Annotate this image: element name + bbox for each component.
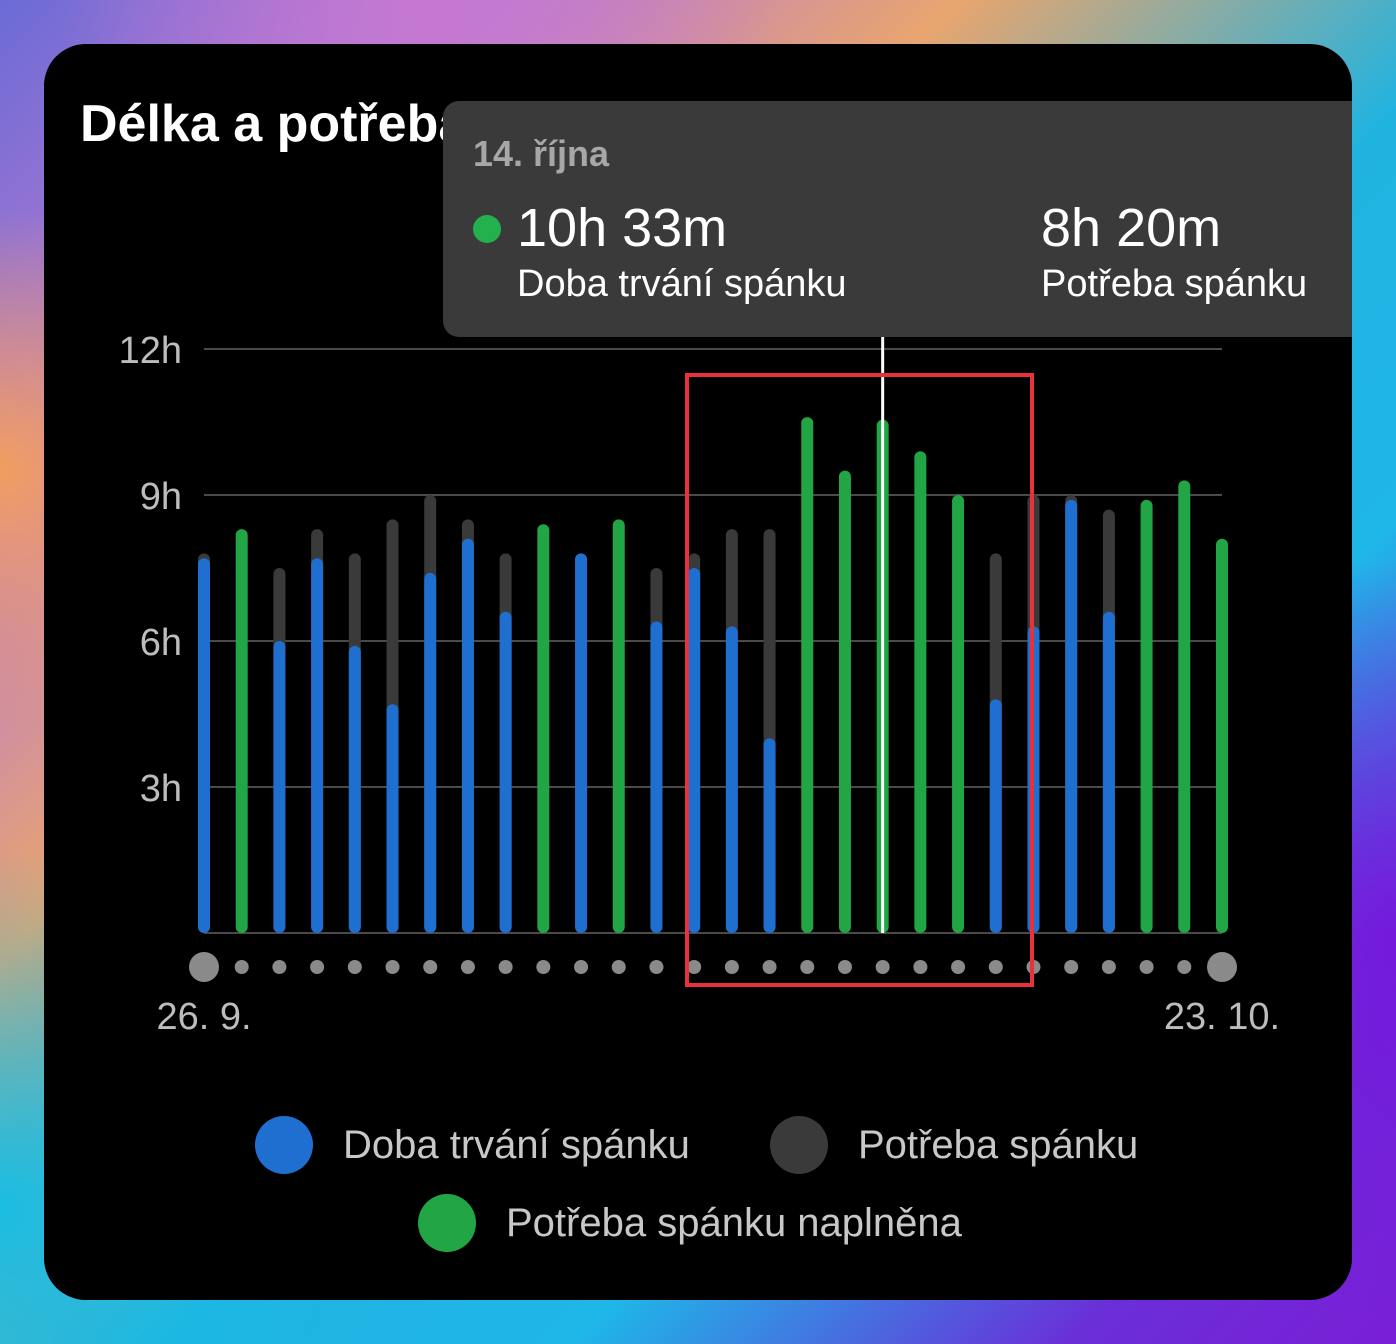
y-tick-label: 3h <box>140 768 182 810</box>
bar-duration <box>386 704 399 933</box>
range-handle <box>1207 952 1237 982</box>
day-dot <box>837 960 852 974</box>
legend-label-need-met: Potřeba spánku naplněna <box>506 1200 962 1245</box>
sleep-chart-card: Délka a potřeba spánku 3h 6h 9h 12h 26. 9. 23… <box>44 44 1352 1300</box>
tooltip: 14. října 10h 33m Doba trvání spánku 8h … <box>443 101 1352 337</box>
bar-duration <box>198 558 210 933</box>
day-dot <box>1064 960 1079 974</box>
legend-label-duration: Doba trvání spánku <box>343 1122 690 1167</box>
bar-need-met <box>1140 499 1153 933</box>
bar-need-met <box>537 524 550 933</box>
legend-swatch-need <box>770 1116 828 1174</box>
bar-need-met <box>235 529 248 933</box>
y-tick-label: 9h <box>140 476 182 518</box>
bar-duration <box>575 553 588 933</box>
day-dot <box>536 960 551 974</box>
day-dot <box>460 960 475 974</box>
bar-need-met <box>838 470 851 933</box>
day-dot <box>611 960 626 974</box>
highlight-box <box>685 373 1034 987</box>
day-dot <box>1101 960 1116 974</box>
bar-duration <box>989 699 1002 933</box>
day-dot <box>234 960 249 974</box>
bar-duration <box>311 558 324 933</box>
day-dot <box>800 960 815 974</box>
y-tick-label: 6h <box>140 622 182 664</box>
day-dot <box>347 960 362 974</box>
day-dot <box>1139 960 1154 974</box>
bar-duration <box>650 621 663 933</box>
day-dot <box>951 960 966 974</box>
bar-duration <box>1065 499 1078 933</box>
bar-need-met <box>952 495 965 933</box>
bar-need-met <box>612 519 625 933</box>
bar-need-met <box>1178 480 1191 933</box>
legend-item-need-met: Potřeba spánku naplněna <box>418 1194 962 1252</box>
day-dot <box>385 960 400 974</box>
legend-swatch-duration <box>255 1116 313 1174</box>
day-dot <box>913 960 928 974</box>
day-dot <box>988 960 1003 974</box>
legend-item-duration: Doba trvání spánku <box>255 1116 690 1174</box>
bar-duration <box>273 641 286 933</box>
bar-duration <box>461 538 474 933</box>
x-tick-label-start: 26. 9. <box>156 996 251 1038</box>
legend-label-need: Potřeba spánku <box>858 1122 1139 1167</box>
day-dot <box>310 960 325 974</box>
day-dot <box>762 960 777 974</box>
y-tick-label: 12h <box>119 330 182 372</box>
tooltip-need-value: 8h 20m <box>1041 198 1222 258</box>
bar-duration <box>1102 611 1115 933</box>
day-dot <box>724 960 739 974</box>
tooltip-duration-label: Doba trvání spánku <box>517 263 847 305</box>
bar-duration <box>499 611 512 933</box>
day-dot <box>272 960 287 974</box>
bar-duration <box>763 738 776 933</box>
range-handle <box>189 952 219 982</box>
day-dot <box>649 960 664 974</box>
legend-item-need: Potřeba spánku <box>770 1116 1138 1174</box>
day-dot <box>574 960 589 974</box>
x-tick-label-end: 23. 10. <box>1164 996 1280 1038</box>
sleep-bar-chart[interactable]: 3h 6h 9h 12h 26. 9. 23. 10. <box>44 44 1352 1300</box>
bar-need-met <box>1216 538 1228 933</box>
tooltip-duration-value: 10h 33m <box>517 198 728 258</box>
legend-swatch-need-met <box>418 1194 476 1252</box>
tooltip-dot-icon <box>473 215 501 243</box>
bar-duration <box>725 626 738 933</box>
day-dot <box>875 960 890 974</box>
day-dot <box>498 960 513 974</box>
tooltip-need-label: Potřeba spánku <box>1041 263 1308 305</box>
day-dot <box>687 960 702 974</box>
day-dot <box>1177 960 1192 974</box>
day-dot <box>423 960 438 974</box>
bar-duration <box>348 645 361 933</box>
bar-duration <box>424 572 437 933</box>
bar-need-met <box>914 451 927 933</box>
bar-duration <box>688 568 701 933</box>
tooltip-date: 14. října <box>473 133 610 174</box>
bar-need-met <box>801 417 814 934</box>
